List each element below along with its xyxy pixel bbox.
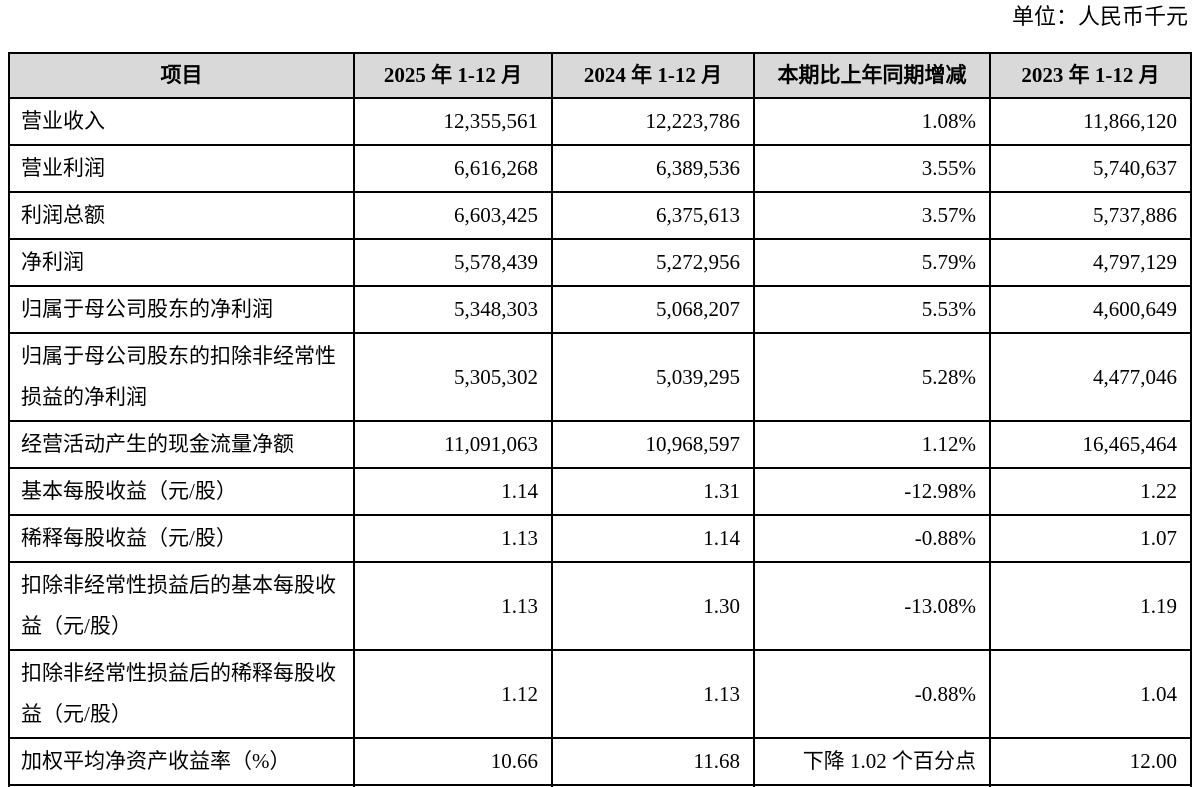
table-row: 基本每股收益（元/股） 1.14 1.31 -12.98% 1.22 — [8, 467, 1192, 516]
financial-summary-table: 项目 2025 年 1-12 月 2024 年 1-12 月 本期比上年同期增减… — [8, 52, 1192, 787]
value-2023-cell: 4,600,649 — [989, 285, 1192, 334]
table-row: 稀释每股收益（元/股） 1.13 1.14 -0.88% 1.07 — [8, 514, 1192, 563]
value-2025-cell: 1.12 — [353, 649, 553, 739]
value-2025-cell: 10.66 — [353, 737, 553, 786]
change-cell: -0.88% — [753, 649, 991, 739]
item-cell: 稀释每股收益（元/股） — [8, 514, 355, 563]
item-cell: 归属于母公司股东的净利润 — [8, 285, 355, 334]
value-2023-cell: 12.00 — [989, 737, 1192, 786]
table-row: 营业利润 6,616,268 6,389,536 3.55% 5,740,637 — [8, 144, 1192, 193]
value-2023-cell: 4,797,129 — [989, 238, 1192, 287]
table-row: 经营活动产生的现金流量净额 11,091,063 10,968,597 1.12… — [8, 420, 1192, 469]
value-2024-cell: 5,068,207 — [551, 285, 755, 334]
table-row: 扣除非经常性损益后的稀释每股收益（元/股） 1.12 1.13 -0.88% 1… — [8, 649, 1192, 739]
value-2023-cell: 5,740,637 — [989, 144, 1192, 193]
value-2025-cell: 6,616,268 — [353, 144, 553, 193]
value-2025-cell: 6,603,425 — [353, 191, 553, 240]
value-2024-cell: 6,375,613 — [551, 191, 755, 240]
value-2024-cell: 1.14 — [551, 514, 755, 563]
value-2025-cell: 1.13 — [353, 514, 553, 563]
change-cell: -12.98% — [753, 467, 991, 516]
value-2024-cell: 6,389,536 — [551, 144, 755, 193]
value-2024-cell: 1.31 — [551, 467, 755, 516]
item-cell: 基本每股收益（元/股） — [8, 467, 355, 516]
value-2023-cell: 1.19 — [989, 561, 1192, 651]
table-body: 营业收入 12,355,561 12,223,786 1.08% 11,866,… — [8, 97, 1192, 787]
change-cell: 5.79% — [753, 238, 991, 287]
value-2023-cell: 4,477,046 — [989, 332, 1192, 422]
unit-label: 单位：人民币千元 — [1011, 4, 1188, 29]
table-row: 归属于母公司股东的扣除非经常性损益的净利润 5,305,302 5,039,29… — [8, 332, 1192, 422]
item-cell: 归属于母公司股东的扣除非经常性损益的净利润 — [8, 332, 355, 422]
value-2023-cell: 1.04 — [989, 649, 1192, 739]
header-row: 项目 2025 年 1-12 月 2024 年 1-12 月 本期比上年同期增减… — [8, 52, 1192, 99]
value-2024-cell: 5,272,956 — [551, 238, 755, 287]
column-header-2024: 2024 年 1-12 月 — [551, 52, 755, 99]
change-cell: -13.08% — [753, 561, 991, 651]
value-2023-cell: 1.22 — [989, 467, 1192, 516]
table-row: 加权平均净资产收益率（%） 10.66 11.68 下降 1.02 个百分点 1… — [8, 737, 1192, 786]
value-2025-cell: 5,578,439 — [353, 238, 553, 287]
empty-cell — [8, 784, 355, 787]
change-cell: 3.57% — [753, 191, 991, 240]
item-cell: 扣除非经常性损益后的稀释每股收益（元/股） — [8, 649, 355, 739]
value-2023-cell: 1.07 — [989, 514, 1192, 563]
change-cell: 3.55% — [753, 144, 991, 193]
value-2023-cell: 16,465,464 — [989, 420, 1192, 469]
table-header: 项目 2025 年 1-12 月 2024 年 1-12 月 本期比上年同期增减… — [8, 52, 1192, 99]
value-2024-cell: 5,039,295 — [551, 332, 755, 422]
table-row: 扣除非经常性损益后的基本每股收益（元/股） 1.13 1.30 -13.08% … — [8, 561, 1192, 651]
table-row: 营业收入 12,355,561 12,223,786 1.08% 11,866,… — [8, 97, 1192, 146]
change-cell: 5.28% — [753, 332, 991, 422]
table-row: 利润总额 6,603,425 6,375,613 3.57% 5,737,886 — [8, 191, 1192, 240]
empty-cell — [989, 784, 1192, 787]
column-header-2025: 2025 年 1-12 月 — [353, 52, 553, 99]
item-cell: 净利润 — [8, 238, 355, 287]
value-2023-cell: 5,737,886 — [989, 191, 1192, 240]
column-header-item: 项目 — [8, 52, 355, 99]
value-2025-cell: 5,348,303 — [353, 285, 553, 334]
item-cell: 经营活动产生的现金流量净额 — [8, 420, 355, 469]
item-cell: 营业收入 — [8, 97, 355, 146]
change-cell: 5.53% — [753, 285, 991, 334]
change-cell: -0.88% — [753, 514, 991, 563]
value-2024-cell: 11.68 — [551, 737, 755, 786]
item-cell: 利润总额 — [8, 191, 355, 240]
item-cell: 扣除非经常性损益后的基本每股收益（元/股） — [8, 561, 355, 651]
change-cell: 下降 1.02 个百分点 — [753, 737, 991, 786]
empty-cell — [551, 784, 755, 787]
item-cell: 加权平均净资产收益率（%） — [8, 737, 355, 786]
value-2025-cell: 12,355,561 — [353, 97, 553, 146]
table-row: 净利润 5,578,439 5,272,956 5.79% 4,797,129 — [8, 238, 1192, 287]
empty-cell — [753, 784, 991, 787]
value-2025-cell: 1.14 — [353, 467, 553, 516]
value-2025-cell: 5,305,302 — [353, 332, 553, 422]
table-row: 归属于母公司股东的净利润 5,348,303 5,068,207 5.53% 4… — [8, 285, 1192, 334]
item-cell: 营业利润 — [8, 144, 355, 193]
value-2024-cell: 1.30 — [551, 561, 755, 651]
value-2024-cell: 12,223,786 — [551, 97, 755, 146]
value-2024-cell: 1.13 — [551, 649, 755, 739]
column-header-2023: 2023 年 1-12 月 — [989, 52, 1192, 99]
value-2025-cell: 1.13 — [353, 561, 553, 651]
change-cell: 1.08% — [753, 97, 991, 146]
value-2023-cell: 11,866,120 — [989, 97, 1192, 146]
value-2025-cell: 11,091,063 — [353, 420, 553, 469]
column-header-change: 本期比上年同期增减 — [753, 52, 991, 99]
change-cell: 1.12% — [753, 420, 991, 469]
partial-table-row — [8, 784, 1192, 787]
value-2024-cell: 10,968,597 — [551, 420, 755, 469]
empty-cell — [353, 784, 553, 787]
